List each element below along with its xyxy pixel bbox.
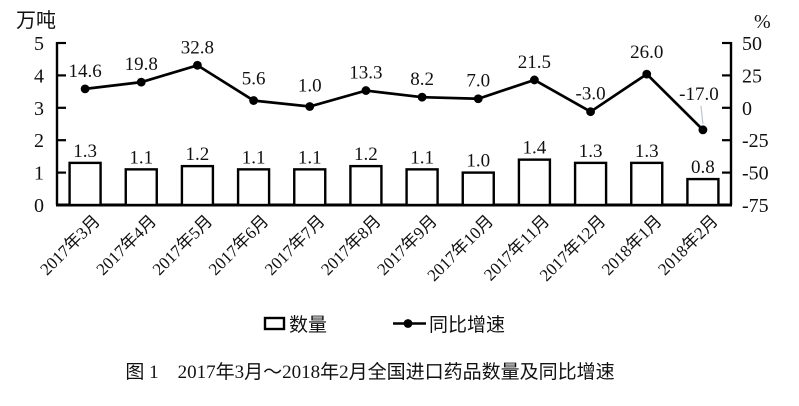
line-point [80, 84, 90, 94]
line-point [305, 102, 315, 111]
bar-value-label: 1.3 [73, 141, 97, 162]
x-axis-category-label: 2017年3月 [36, 211, 104, 279]
left-axis-unit: 万吨 [16, 9, 56, 32]
right-axis-tick-label: -50 [742, 163, 769, 185]
bar-value-label: 1.1 [129, 147, 153, 168]
line-value-label: -17.0 [679, 84, 719, 105]
line-point [361, 86, 371, 95]
bar [349, 164, 383, 207]
bar-value-label: 0.8 [691, 157, 715, 178]
x-axis-category-label: 2017年7月 [261, 211, 329, 279]
bar [236, 168, 271, 207]
left-axis-tick-label: 2 [34, 130, 44, 152]
x-axis-category-label: 2017年5月 [149, 211, 217, 279]
right-axis-tick-label: 50 [742, 33, 762, 55]
right-axis-unit: % [754, 11, 771, 33]
right-axis-tick-label: 0 [742, 98, 752, 120]
figure-caption: 图 1 2017年3月～2018年2月全国进口药品数量及同比增速 [125, 362, 615, 383]
bar [517, 158, 552, 207]
line-value-label: 21.5 [518, 52, 551, 73]
x-axis-category-label: 2018年2月 [654, 211, 722, 279]
line-value-label: 19.8 [125, 54, 158, 75]
bar-value-label: 1.1 [242, 147, 266, 168]
line-value-label: 26.0 [630, 42, 663, 63]
line-point [417, 92, 427, 102]
line-point [642, 69, 652, 79]
left-axis-tick-label: 0 [34, 195, 44, 217]
line-value-label: -3.0 [576, 84, 606, 105]
bar [180, 164, 215, 207]
bar [293, 168, 327, 207]
label-leader-line [700, 105, 704, 124]
left-axis-tick-label: 3 [34, 98, 44, 120]
line-point [698, 125, 708, 135]
line-point [530, 75, 539, 85]
bar [68, 161, 102, 207]
bar-value-label: 1.4 [523, 138, 547, 159]
line-point [586, 107, 595, 117]
bar [630, 161, 664, 207]
right-axis-tick-label: -25 [742, 130, 769, 152]
x-axis-category-label: 2018年1月 [598, 211, 666, 279]
bar [461, 171, 495, 207]
bar-value-label: 1.2 [186, 144, 210, 165]
growth-line [84, 63, 704, 131]
bar-value-label: 1.2 [354, 144, 378, 165]
line-value-label: 5.6 [242, 69, 266, 90]
line-point [249, 96, 258, 105]
line-point [473, 94, 483, 104]
bar-value-label: 1.3 [579, 141, 603, 162]
legend-line-marker-dot [403, 319, 413, 328]
bar-value-label: 1.1 [410, 147, 434, 168]
line-point [193, 60, 202, 70]
bar [124, 168, 158, 207]
bar [686, 177, 720, 207]
bar [573, 161, 608, 207]
bar-value-label: 1.1 [298, 147, 322, 168]
left-axis-tick-label: 5 [34, 33, 44, 55]
x-axis-category-label: 2017年6月 [205, 211, 273, 279]
right-axis-tick-label: -75 [742, 195, 769, 217]
bar [405, 168, 439, 207]
x-axis-category-label: 2017年8月 [317, 211, 385, 279]
import-drug-quantity-growth-chart: 万吨 % 0 1 2 3 4 5 50 25 0 -25 -50 -75 1.3 1.1 1.2 1.1 1.1 1.… [16, 9, 771, 336]
bar-value-label: 1.3 [635, 141, 659, 162]
legend-bar-marker [263, 316, 286, 331]
x-axis-category-label: 2017年4月 [93, 211, 161, 279]
legend-line-label: 同比增速 [429, 314, 505, 336]
line-value-label: 1.0 [298, 76, 322, 97]
left-axis-tick-label: 4 [34, 65, 44, 87]
line-value-label: 7.0 [466, 71, 490, 92]
legend-bar-label: 数量 [289, 314, 327, 336]
right-axis-tick-label: 25 [742, 65, 762, 87]
line-value-label: 14.6 [68, 61, 101, 82]
line-value-label: 8.2 [410, 69, 434, 90]
line-value-label: 13.3 [349, 63, 382, 84]
line-value-label: 32.8 [181, 37, 214, 58]
left-axis-tick-label: 1 [34, 163, 44, 185]
line-point [136, 77, 146, 87]
bar-value-label: 1.0 [466, 151, 490, 172]
